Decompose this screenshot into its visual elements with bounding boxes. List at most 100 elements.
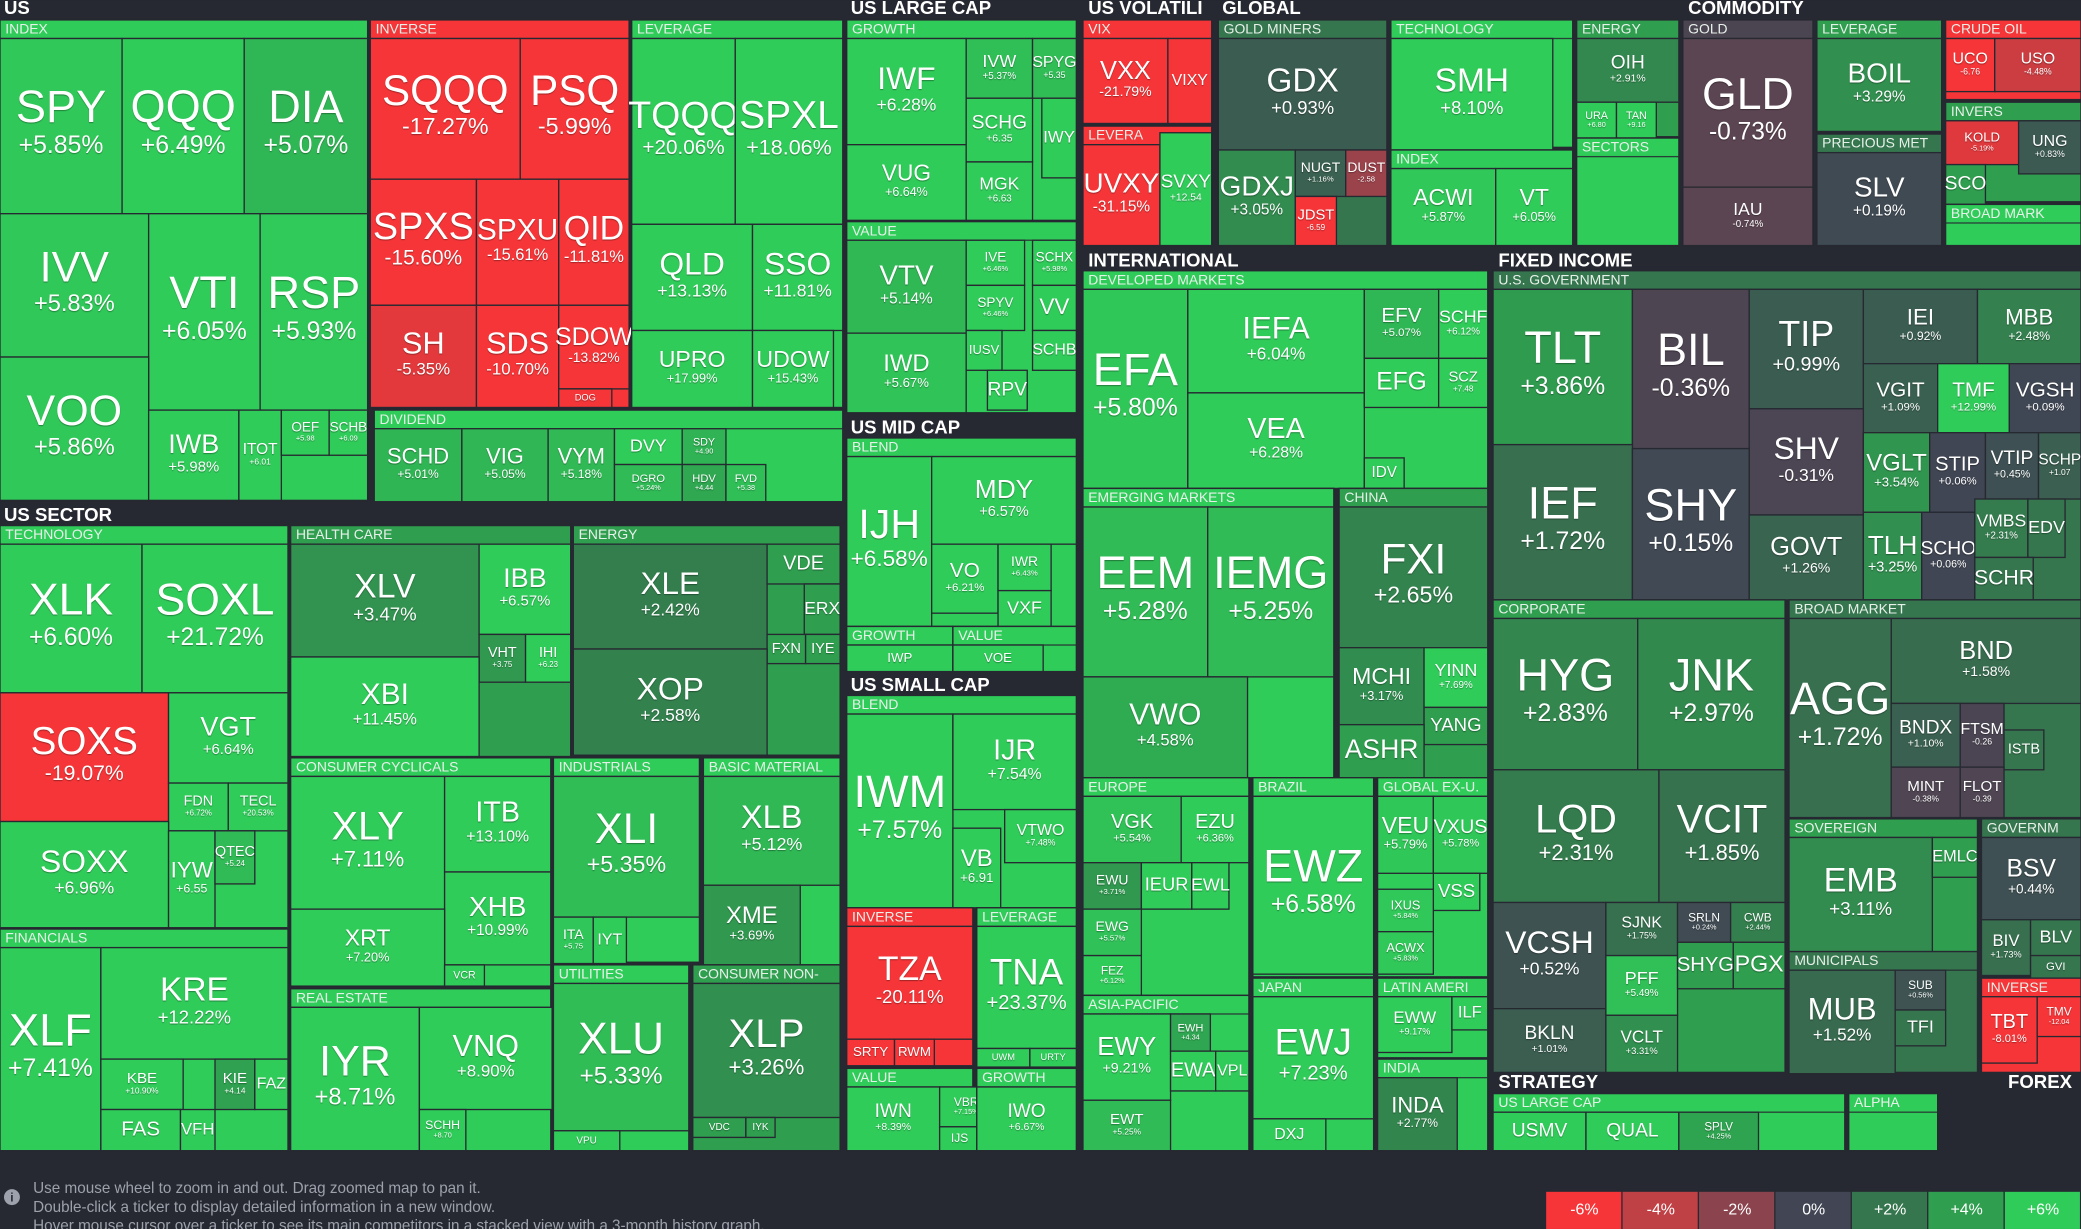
ticker-tile[interactable] — [259, 213, 369, 411]
ticker-tile[interactable] — [2017, 120, 2081, 175]
ticker-tile[interactable] — [369, 37, 521, 180]
ticker-tile[interactable] — [443, 871, 552, 966]
ticker-tile[interactable] — [681, 428, 727, 466]
ticker-tile[interactable] — [1031, 37, 1077, 99]
ticker-tile[interactable] — [443, 964, 486, 987]
ticker-tile[interactable] — [475, 178, 560, 306]
ticker-tile[interactable] — [1338, 506, 1489, 649]
ticker-tile[interactable] — [214, 830, 256, 885]
ticker-tile[interactable] — [1862, 288, 1979, 365]
ticker-tile[interactable] — [141, 543, 289, 694]
ticker-tile[interactable] — [1041, 97, 1077, 179]
ticker-tile[interactable] — [572, 543, 768, 650]
ticker-tile[interactable] — [1944, 37, 1996, 93]
ticker-tile[interactable] — [952, 713, 1077, 811]
ticker-tile[interactable] — [552, 916, 594, 965]
ticker-tile[interactable] — [369, 178, 478, 306]
ticker-tile[interactable] — [100, 946, 289, 1060]
ticker-tile[interactable] — [552, 982, 690, 1132]
ticker-tile[interactable] — [692, 982, 841, 1119]
ticker-tile[interactable] — [1004, 808, 1077, 864]
ticker-tile[interactable] — [1492, 1008, 1607, 1074]
ticker-tile[interactable] — [1678, 1111, 1760, 1152]
ticker-tile[interactable] — [1492, 901, 1607, 1010]
ticker-tile[interactable] — [243, 37, 369, 215]
ticker-tile[interactable] — [1169, 1050, 1217, 1092]
ticker-tile[interactable] — [2036, 996, 2081, 1038]
ticker-tile[interactable] — [328, 409, 369, 456]
ticker-tile[interactable] — [846, 644, 954, 673]
ticker-tile[interactable] — [1631, 447, 1750, 601]
ticker-tile[interactable] — [547, 428, 616, 503]
ticker-tile[interactable] — [167, 692, 289, 784]
ticker-tile[interactable] — [803, 583, 841, 636]
ticker-tile[interactable] — [986, 369, 1028, 411]
ticker-tile[interactable] — [1931, 836, 1979, 878]
ticker-tile[interactable] — [289, 1006, 421, 1152]
ticker-tile[interactable] — [1376, 795, 1435, 874]
ticker-tile[interactable] — [1029, 1047, 1077, 1068]
ticker-tile[interactable] — [1944, 163, 1987, 206]
ticker-tile[interactable] — [1376, 996, 1453, 1054]
ticker-tile[interactable] — [1082, 795, 1182, 864]
ticker-tile[interactable] — [1492, 288, 1634, 446]
ticker-tile[interactable] — [1676, 941, 1734, 990]
ticker-tile[interactable] — [613, 463, 683, 503]
ticker-tile[interactable] — [1959, 766, 2005, 819]
ticker-tile[interactable] — [443, 775, 552, 873]
ticker-tile[interactable] — [524, 633, 572, 683]
ticker-tile[interactable] — [147, 409, 240, 502]
ticker-tile[interactable] — [846, 925, 974, 1040]
ticker-tile[interactable] — [1423, 706, 1489, 746]
ticker-tile[interactable] — [1207, 506, 1335, 678]
ticker-tile[interactable] — [631, 37, 736, 225]
ticker-tile[interactable] — [997, 543, 1052, 592]
ticker-tile[interactable] — [0, 820, 170, 929]
ticker-tile[interactable] — [931, 543, 999, 614]
ticker-tile[interactable] — [1390, 37, 1554, 151]
ticker-tile[interactable] — [1252, 1118, 1327, 1152]
ticker-tile[interactable] — [1082, 144, 1161, 247]
ticker-tile[interactable] — [1082, 1099, 1172, 1152]
ticker-tile[interactable] — [997, 589, 1052, 628]
ticker-tile[interactable] — [976, 1086, 1077, 1152]
ticker-tile[interactable] — [0, 692, 170, 823]
ticker-tile[interactable] — [1376, 1077, 1458, 1152]
ticker-tile[interactable] — [846, 144, 967, 221]
ticker-tile[interactable] — [100, 1108, 182, 1152]
ticker-tile[interactable] — [846, 455, 933, 628]
ticker-tile[interactable] — [1980, 836, 2081, 921]
ticker-tile[interactable] — [931, 455, 1077, 545]
ticker-tile[interactable] — [2003, 729, 2045, 771]
ticker-tile[interactable] — [1169, 1013, 1212, 1052]
ticker-tile[interactable] — [1682, 186, 1814, 247]
ticker-tile[interactable] — [227, 782, 289, 832]
ticker-tile[interactable] — [1363, 457, 1405, 490]
ticker-tile[interactable] — [965, 239, 1026, 287]
ticker-tile[interactable] — [1376, 931, 1435, 975]
ticker-tile[interactable] — [1432, 872, 1481, 912]
ticker-tile[interactable] — [1031, 329, 1077, 371]
ticker-tile[interactable] — [1495, 167, 1574, 247]
ticker-tile[interactable] — [702, 884, 801, 966]
ticker-tile[interactable] — [631, 223, 754, 332]
ticker-tile[interactable] — [1492, 617, 1639, 771]
ticker-tile[interactable] — [418, 1108, 467, 1152]
ticker-tile[interactable] — [1748, 288, 1865, 410]
ticker-tile[interactable] — [965, 284, 1026, 332]
ticker-tile[interactable] — [965, 37, 1034, 99]
ticker-tile[interactable] — [1890, 766, 1961, 819]
ticker-tile[interactable] — [1376, 888, 1435, 933]
ticker-tile[interactable] — [1658, 769, 1786, 904]
ticker-tile[interactable] — [1788, 836, 1934, 953]
ticker-tile[interactable] — [1605, 1014, 1679, 1074]
ticker-tile[interactable] — [1492, 769, 1660, 904]
ticker-tile[interactable] — [1937, 363, 2010, 434]
ticker-tile[interactable] — [572, 648, 768, 756]
ticker-tile[interactable] — [1345, 149, 1388, 198]
ticker-tile[interactable] — [373, 428, 463, 503]
ticker-tile[interactable] — [1994, 37, 2081, 93]
ticker-tile[interactable] — [1615, 101, 1657, 139]
ticker-tile[interactable] — [965, 161, 1034, 221]
ticker-tile[interactable] — [121, 37, 245, 215]
